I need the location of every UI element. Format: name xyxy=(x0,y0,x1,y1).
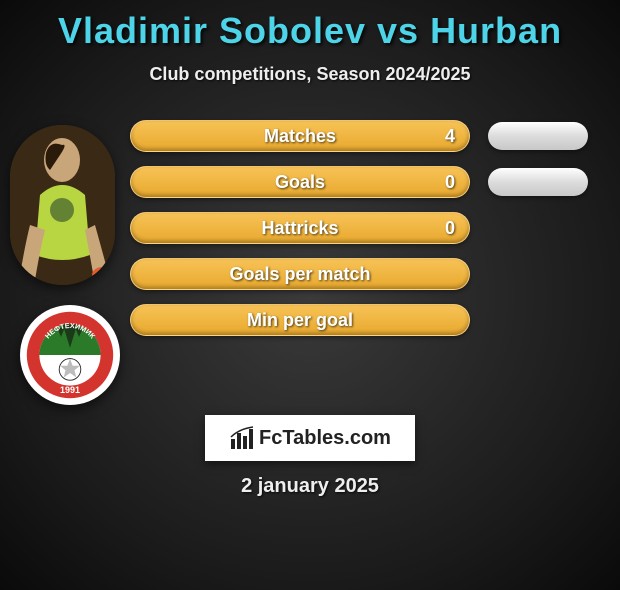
stat-row: Min per goal xyxy=(130,304,620,336)
chart-bars-icon xyxy=(229,425,255,451)
stat-bar-left: Goals per match xyxy=(130,258,470,290)
stat-label: Matches xyxy=(264,126,336,147)
footer-logo-text: FcTables.com xyxy=(259,427,391,450)
player-silhouette-icon xyxy=(10,125,115,285)
stat-bar-right xyxy=(488,168,588,196)
stat-label: Goals xyxy=(275,172,325,193)
stat-bar-left: Goals 0 xyxy=(130,166,470,198)
stat-label: Hattricks xyxy=(261,218,338,239)
stat-value-left: 0 xyxy=(445,218,455,239)
page-title: Vladimir Sobolev vs Hurban xyxy=(0,10,620,52)
stat-bar-left: Min per goal xyxy=(130,304,470,336)
club-badge: НЕФТЕХИМИК 1991 xyxy=(20,305,120,405)
player-photo xyxy=(10,125,115,285)
stat-bar-left: Matches 4 xyxy=(130,120,470,152)
club-year-text: 1991 xyxy=(60,385,80,395)
subtitle: Club competitions, Season 2024/2025 xyxy=(0,64,620,85)
main-area: НЕФТЕХИМИК 1991 Matches4Goals0Hattricks0… xyxy=(0,115,620,385)
stat-rows: Matches 4 Goals 0 Hattricks 0 Goals per match M… xyxy=(130,115,620,336)
footer-date: 2 january 2025 xyxy=(0,475,620,498)
footer-logo-box: FcTables.com xyxy=(205,415,415,461)
stat-value-left: 0 xyxy=(445,172,455,193)
footer-logo: FcTables.com xyxy=(229,425,391,451)
stat-label: Min per goal xyxy=(247,310,353,331)
stat-bar-right xyxy=(488,122,588,150)
stat-row: Goals per match xyxy=(130,258,620,290)
stat-row: Matches 4 xyxy=(130,120,620,152)
stat-value-left: 4 xyxy=(445,126,455,147)
stat-row: Hattricks 0 xyxy=(130,212,620,244)
club-crest-icon: НЕФТЕХИМИК 1991 xyxy=(25,310,115,400)
stat-row: Goals 0 xyxy=(130,166,620,198)
stat-bar-left: Hattricks 0 xyxy=(130,212,470,244)
stat-label: Goals per match xyxy=(229,264,370,285)
